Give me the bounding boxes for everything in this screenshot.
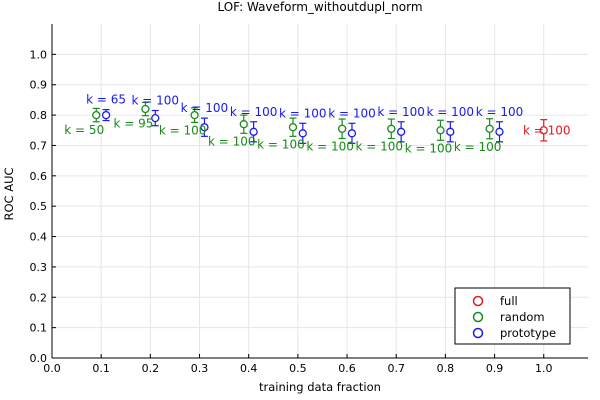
legend-marker [472,311,484,323]
x-axis-label: training data fraction [259,380,381,394]
data-point [101,110,111,120]
data-marks [92,101,548,144]
y-tick-label: 0.7 [30,139,48,152]
data-label: k = 100 [356,139,404,153]
data-point [190,110,199,120]
data-label: k = 100 [427,105,475,119]
tick-labels: 0.0 0.1 0.2 0.3 0.4 0.5 0.6 0.7 0.8 0.9 1.0 0.0 0.1 0… [30,48,553,375]
data-label: k = 95 [113,117,153,131]
legend-marker [472,327,484,339]
data-point [249,127,258,136]
data-point [495,127,504,136]
y-tick-label: 1.0 [30,48,48,61]
y-axis-label: ROC AUC [2,167,16,220]
data-point [396,127,406,136]
x-tick-label: 0.9 [486,362,504,375]
data-label: k = 50 [64,123,104,137]
data-point [200,123,209,132]
data-point [92,110,101,120]
data-point [151,113,160,123]
y-tick-label: 0.3 [30,261,48,274]
x-tick-label: 0.7 [387,362,405,375]
data-label: k = 100 [377,105,425,119]
data-label: k = 100 [230,105,278,119]
x-tick-label: 0.6 [338,362,356,375]
data-point [539,126,548,135]
legend-entry: prototype [500,326,556,340]
data-label: k = 100 [257,137,305,151]
y-tick-label: 0.5 [30,200,48,213]
legend-entry: random [500,310,545,324]
data-label: k = 65 [86,93,126,107]
x-tick-label: 0.4 [240,362,258,375]
y-tick-label: 0.8 [30,109,48,122]
data-point [446,127,455,136]
x-tick-label: 0.1 [92,362,110,375]
data-label: k = 100 [306,139,354,153]
x-tick-label: 0.2 [142,362,160,375]
data-label: k = 100 [279,106,327,120]
chart-title: LOF: Waveform_withoutdupl_norm [217,0,422,14]
y-tick-label: 0.2 [30,291,48,304]
data-label: k = 100 [208,134,256,148]
y-tick-label: 0.4 [30,231,48,244]
x-tick-label: 0.3 [191,362,209,375]
x-tick-label: 0.0 [43,362,61,375]
data-point [288,123,298,132]
x-tick-label: 0.5 [289,362,307,375]
axes [51,24,588,359]
x-tick-label: 0.8 [437,362,455,375]
data-label: k = 100 [159,123,207,137]
data-point [337,124,347,133]
data-point [141,104,150,114]
data-label: k = 100 [405,141,453,155]
data-label: k = 100 [523,123,571,137]
legend-entry: full [500,294,518,308]
data-label: k = 100 [131,94,179,108]
data-label: k = 100 [454,140,502,154]
data-point [436,126,445,135]
legend: full random prototype [454,287,571,345]
y-tick-label: 0.1 [30,322,48,335]
data-point [347,129,357,138]
legend-marker [472,295,484,307]
data-point [485,124,494,133]
y-tick-label: 0.6 [30,170,48,183]
data-label: k = 100 [328,106,376,120]
y-tick-label: 0.9 [30,79,48,92]
data-point [387,124,396,133]
x-tick-label: 1.0 [535,362,553,375]
data-point [239,120,248,129]
data-point [298,129,307,138]
data-label: k = 100 [181,101,229,115]
y-tick-label: 0.0 [30,352,48,365]
data-label: k = 100 [476,105,524,119]
